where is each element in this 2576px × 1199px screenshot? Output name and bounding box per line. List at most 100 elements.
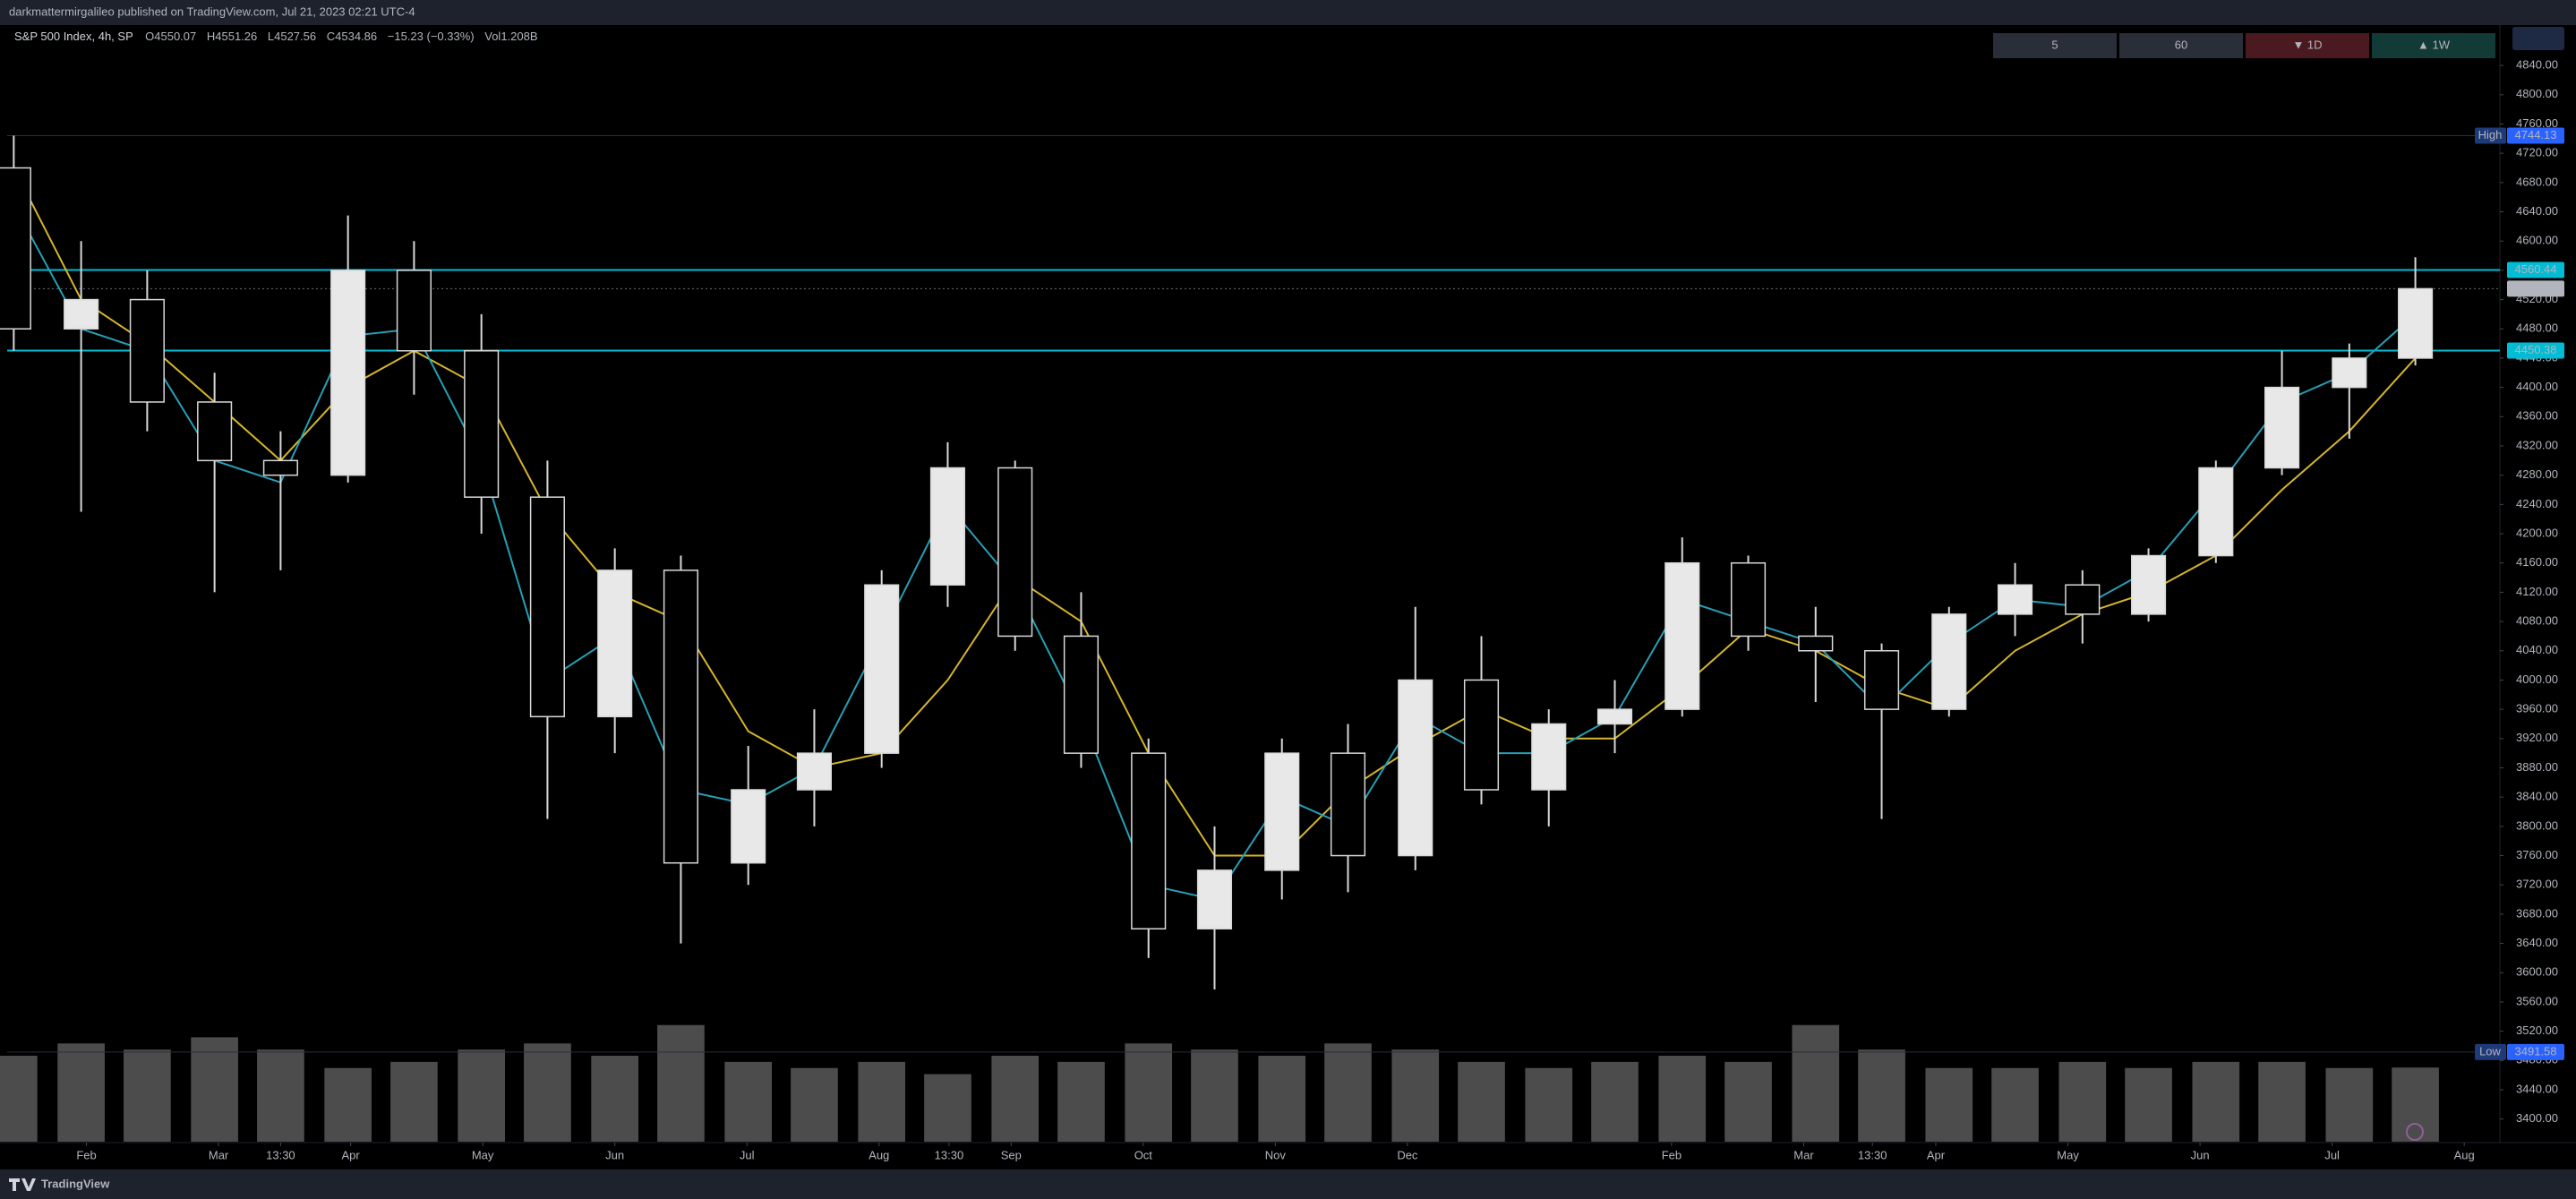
volume-bar (1191, 1049, 1238, 1142)
y-tick-label: 3800.00 (2516, 818, 2558, 832)
candle-body (663, 570, 698, 864)
y-tick-label: 3960.00 (2516, 702, 2558, 715)
x-tick-label: May (472, 1148, 494, 1161)
volume-bar (1658, 1056, 1707, 1142)
high-tag-bg (2475, 127, 2506, 144)
y-tick-label: 4720.00 (2516, 146, 2558, 159)
candle-body (731, 789, 766, 864)
candle-body (1798, 635, 1834, 652)
candle-body (864, 584, 900, 754)
y-tick-label: 4040.00 (2516, 643, 2558, 656)
x-tick-label: Nov (1265, 1148, 1287, 1161)
volume-bar (0, 1056, 38, 1142)
y-tick-label: 4480.00 (2516, 321, 2558, 335)
y-tick-label: 4840.00 (2516, 58, 2558, 72)
legend-close: C4534.86 (327, 30, 377, 43)
legend-change: −15.23 (−0.33%) (388, 30, 475, 43)
candle-body (1730, 561, 1767, 638)
axis-overlay: 560▼ 1D▲ 1W3400.003440.003480.003520.003… (86, 33, 2564, 1146)
footer-logo (9, 1178, 36, 1191)
x-tick-label: Feb (76, 1148, 96, 1161)
candle-body (262, 459, 298, 476)
volume-bar (1458, 1061, 1505, 1142)
high-value-label-bg (2507, 127, 2564, 144)
y-tick-label: 4640.00 (2516, 204, 2558, 218)
volume-bar (1391, 1049, 1440, 1142)
volume-bar (1858, 1049, 1905, 1142)
legend-volume: Vol1.208B (484, 30, 537, 43)
y-tick-label: 3880.00 (2516, 760, 2558, 774)
candle-body (929, 467, 966, 586)
candle-body (529, 496, 565, 718)
x-tick-label: May (2057, 1148, 2079, 1161)
interval-button-bg (2246, 33, 2369, 58)
y-tick-label: 3560.00 (2516, 994, 2558, 1007)
x-tick-label: Jul (2324, 1148, 2340, 1161)
candle-body (330, 270, 366, 476)
x-tick-label: 13:30 (935, 1148, 964, 1161)
y-tick-label: 3400.00 (2516, 1111, 2558, 1125)
volume-bar (2325, 1067, 2374, 1142)
candle-body (1665, 561, 1700, 710)
level-label-bg (2507, 261, 2564, 278)
top-bar (0, 0, 2576, 25)
volume-bar (591, 1056, 638, 1142)
candle-body (997, 467, 1033, 638)
y-tick-label: 4160.00 (2516, 555, 2558, 569)
candle-body (2065, 584, 2101, 615)
y-tick-label: 4320.00 (2516, 438, 2558, 451)
y-tick-label: 4280.00 (2516, 467, 2558, 481)
volume-bar (257, 1049, 304, 1142)
interval-button[interactable]: 5 (1993, 33, 2117, 58)
candle-body (2332, 357, 2367, 389)
x-tick-label: Jul (740, 1148, 755, 1161)
x-tick-label: Aug (2454, 1148, 2475, 1161)
candle-body (1463, 679, 1500, 791)
legend: S&P 500 Index, 4h, SP O4550.07 H4551.26 … (14, 30, 538, 43)
candle-body (129, 298, 165, 403)
x-tick-label: 13:30 (1858, 1148, 1887, 1161)
publisher-header: darkmattermirgalileo published on Tradin… (9, 4, 415, 18)
last-price-label-bg (2507, 280, 2564, 297)
volume-bar (2058, 1061, 2107, 1142)
x-tick-label: 13:30 (266, 1148, 295, 1161)
interval-button[interactable]: ▼ 1D (2246, 33, 2369, 58)
x-tick-label: Aug (869, 1148, 889, 1161)
volume-bar (1125, 1043, 1173, 1142)
candle-body (64, 298, 99, 330)
volume-bar (1057, 1061, 1105, 1142)
y-tick-label: 3920.00 (2516, 731, 2558, 744)
y-tick-label: 4000.00 (2516, 672, 2558, 686)
interval-button[interactable]: ▲ 1W (2372, 33, 2495, 58)
volume-bar (724, 1061, 773, 1142)
interval-button-label: 60 (2175, 38, 2187, 51)
last-price-label: 4534.86 (2515, 281, 2557, 295)
legend-high: H4551.26 (207, 30, 257, 43)
legend-open: O4550.07 (145, 30, 196, 43)
interval-button-bg (2119, 33, 2243, 58)
candle-body (1196, 869, 1233, 929)
x-tick-label: Apr (341, 1148, 360, 1161)
interval-button-label: 5 (2051, 38, 2058, 51)
level-label: 4450.38 (2515, 343, 2557, 356)
candle-body (1596, 708, 1633, 725)
x-tick-label: Sep (1001, 1148, 1022, 1161)
interval-button[interactable]: 60 (2119, 33, 2243, 58)
axis-settings-button[interactable] (2512, 27, 2564, 50)
x-tick-label: Oct (1134, 1148, 1153, 1161)
high-value-label: 4744.13 (2515, 128, 2557, 141)
candle-body (1863, 650, 1900, 710)
y-tick-label: 4200.00 (2516, 526, 2558, 539)
volume-bar (191, 1037, 238, 1142)
candle-body (1131, 752, 1167, 929)
volume-bar (2192, 1061, 2240, 1142)
volume-bar (324, 1067, 372, 1142)
y-tick-label: 3600.00 (2516, 965, 2558, 979)
x-tick-label: Feb (1662, 1148, 1682, 1161)
time-axis (0, 1143, 2576, 1169)
candle-body (2264, 386, 2300, 469)
volume-bar (2392, 1067, 2439, 1142)
volume-bar (524, 1043, 571, 1142)
